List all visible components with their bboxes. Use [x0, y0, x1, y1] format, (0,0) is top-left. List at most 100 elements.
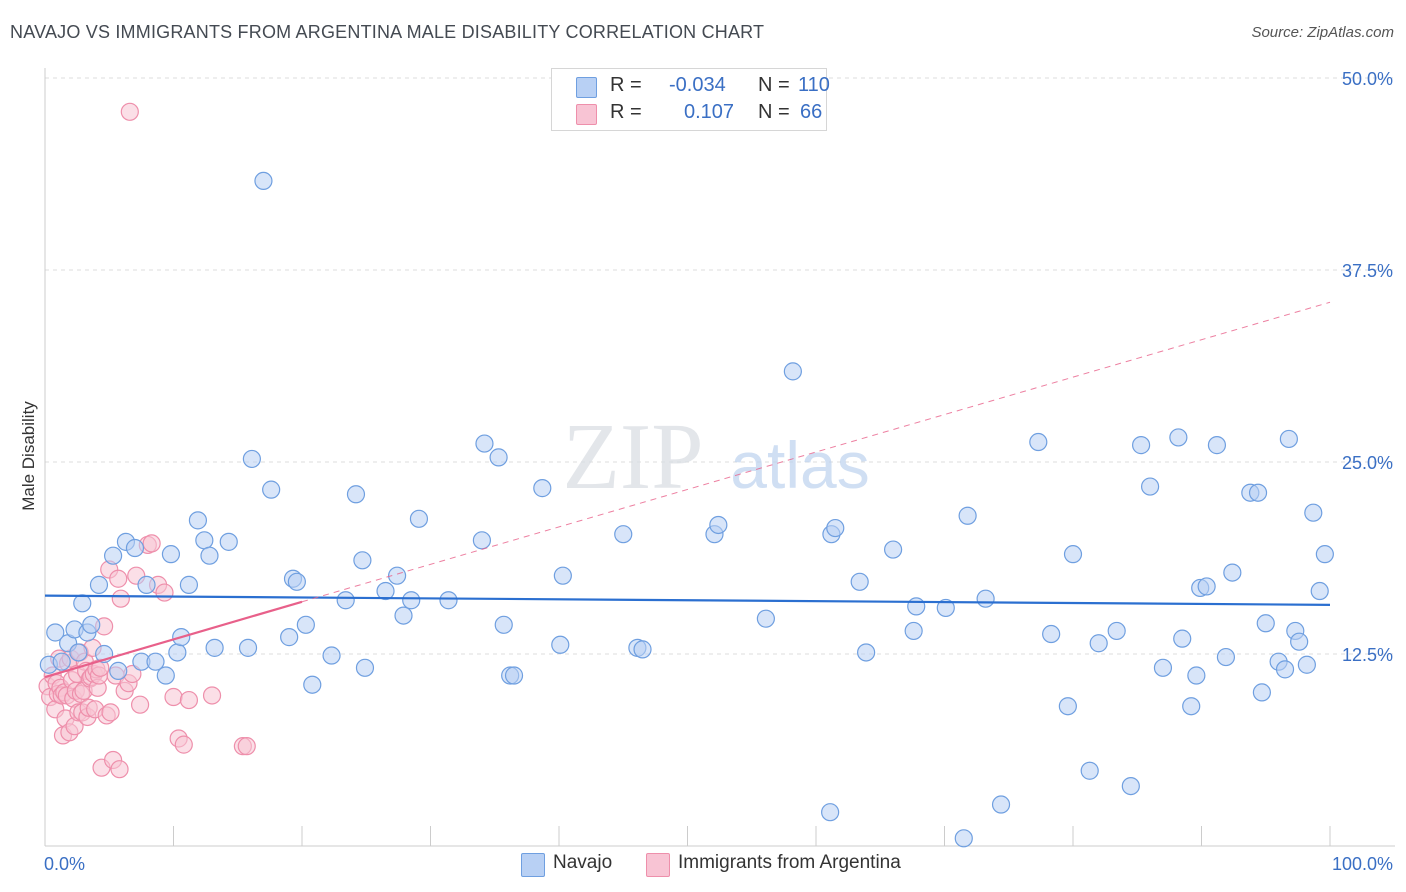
- argentina-point: [130, 695, 150, 714]
- y-tick-label: 12.5%: [1342, 645, 1393, 665]
- navajo-point: [1029, 432, 1048, 452]
- navajo-point: [439, 591, 458, 610]
- navajo-point: [1063, 545, 1083, 564]
- navajo-point: [553, 566, 572, 585]
- argentina-point: [202, 686, 222, 705]
- argentina-point: [164, 687, 183, 707]
- navajo-point: [1121, 776, 1140, 796]
- argentina-trend-line-dashed: [301, 301, 1331, 603]
- argentina-legend-swatch: [646, 853, 670, 877]
- navajo-legend-swatch: [521, 853, 545, 877]
- navajo-point: [1058, 697, 1077, 716]
- navajo-point: [883, 540, 903, 559]
- argentina-point: [174, 735, 193, 754]
- watermark-atlas: atlas: [730, 428, 869, 502]
- navajo-point: [958, 506, 977, 525]
- navajo-point: [1080, 761, 1099, 780]
- navajo-point: [238, 638, 258, 657]
- navajo-point: [1297, 655, 1316, 674]
- navajo-point: [394, 606, 413, 625]
- argentina-point: [142, 534, 161, 553]
- argentina-point: [101, 703, 120, 722]
- n-label: N =: [758, 101, 790, 123]
- navajo-point: [168, 643, 187, 662]
- navajo-point: [1252, 683, 1271, 702]
- argentina-point: [179, 690, 199, 710]
- navajo-point: [287, 572, 306, 591]
- y-tick-label: 37.5%: [1342, 261, 1393, 281]
- navajo-point: [1153, 658, 1173, 677]
- navajo-point: [161, 545, 181, 564]
- navajo-point: [494, 615, 513, 634]
- y-tick-label: 25.0%: [1342, 453, 1393, 473]
- navajo-point: [1290, 632, 1309, 651]
- navajo-swatch: [576, 77, 597, 98]
- navajo-point: [1182, 697, 1201, 716]
- source-label: Source: ZipAtlas.com: [1251, 24, 1394, 41]
- navajo-point: [1089, 634, 1108, 653]
- navajo-point: [1132, 436, 1151, 455]
- navajo-point: [821, 803, 840, 822]
- navajo-point: [783, 362, 802, 381]
- navajo-point: [353, 551, 372, 570]
- navajo-point: [551, 635, 570, 654]
- navajo-r-value: -0.034: [669, 74, 726, 96]
- navajo-point: [137, 575, 156, 594]
- argentina-points: [38, 102, 256, 779]
- argentina-legend-label: Immigrants from Argentina: [678, 852, 901, 873]
- navajo-point: [1169, 428, 1188, 447]
- navajo-point: [1304, 503, 1323, 522]
- navajo-point: [242, 449, 261, 469]
- axes: [44, 68, 1395, 847]
- argentina-swatch: [576, 104, 597, 125]
- navajo-point: [826, 518, 845, 538]
- navajo-point: [125, 538, 145, 558]
- navajo-point: [200, 546, 219, 565]
- navajo-point: [156, 666, 175, 685]
- navajo-point: [296, 615, 315, 634]
- navajo-point: [336, 591, 355, 610]
- argentina-point: [237, 737, 256, 756]
- navajo-point: [533, 479, 552, 498]
- navajo-points: [39, 171, 1334, 848]
- argentina-trend-line-solid: [44, 600, 303, 679]
- navajo-point: [104, 546, 123, 565]
- trend-lines: [44, 301, 1331, 679]
- y-axis-label: Male Disability: [19, 401, 38, 511]
- navajo-point: [355, 658, 375, 677]
- navajo-point: [89, 575, 109, 594]
- navajo-point: [254, 171, 273, 191]
- argentina-r-value: 0.107: [684, 101, 735, 123]
- navajo-point: [936, 598, 955, 618]
- navajo-point: [376, 581, 395, 601]
- argentina-point: [111, 589, 130, 608]
- navajo-point: [1310, 581, 1329, 601]
- gridlines: [45, 77, 1395, 655]
- navajo-point: [709, 515, 728, 535]
- argentina-point: [155, 583, 174, 602]
- navajo-point: [387, 566, 407, 585]
- navajo-point: [82, 615, 101, 634]
- n-label: N =: [758, 74, 790, 96]
- navajo-point: [179, 575, 199, 594]
- navajo-n-value: 110: [798, 74, 830, 96]
- watermark: ZIP atlas: [563, 405, 870, 509]
- navajo-point: [409, 509, 429, 528]
- argentina-n-value: 66: [800, 101, 823, 123]
- navajo-point: [52, 652, 71, 671]
- navajo-point: [262, 480, 281, 499]
- navajo-point: [69, 643, 88, 662]
- navajo-point: [1223, 563, 1242, 582]
- navajo-point: [1197, 577, 1216, 596]
- navajo-point: [904, 621, 923, 641]
- navajo-point: [219, 532, 238, 551]
- navajo-point: [1042, 624, 1061, 644]
- navajo-point: [756, 609, 775, 628]
- navajo-point: [633, 640, 652, 659]
- navajo-point: [489, 448, 508, 467]
- navajo-point: [1207, 436, 1227, 455]
- watermark-zip: ZIP: [563, 405, 704, 509]
- navajo-point: [976, 589, 995, 608]
- x-tick-label-max: 100.0%: [1332, 854, 1393, 874]
- r-label: R =: [610, 74, 642, 96]
